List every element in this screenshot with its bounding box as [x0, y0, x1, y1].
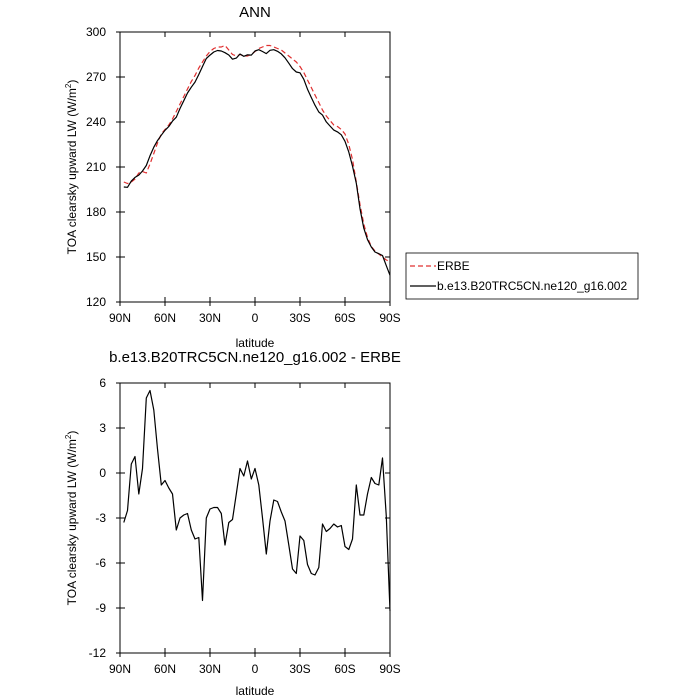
top-series-line-b-e13-b20trc5cn-ne120-g16-002 — [123, 49, 391, 276]
bottom-x-tick-label: 90S — [379, 662, 400, 676]
top-x-tick-label: 30N — [199, 311, 221, 325]
top-plot-frame — [119, 31, 391, 303]
bottom-y-tick-label: 3 — [99, 421, 106, 435]
bottom-y-tick-label: -9 — [95, 601, 106, 615]
top-y-tick-label: 150 — [86, 250, 106, 264]
top-y-tick-label: 300 — [86, 25, 106, 39]
top-x-axis-label: latitude — [236, 336, 275, 350]
bottom-y-tick-label: -3 — [95, 511, 106, 525]
legend-model-label: b.e13.B20TRC5CN.ne120_g16.002 — [437, 279, 627, 293]
legend: ERBE b.e13.B20TRC5CN.ne120_g16.002 — [405, 252, 639, 300]
bottom-plot-frame — [119, 382, 391, 654]
top-x-tick-label: 90S — [379, 311, 400, 325]
bottom-x-tick-label: 30N — [199, 662, 221, 676]
top-y-tick-label: 270 — [86, 70, 106, 84]
legend-box — [405, 252, 639, 300]
bottom-x-tick-label: 0 — [252, 662, 259, 676]
top-x-tick-label: 60N — [154, 311, 176, 325]
top-y-tick-label: 210 — [86, 160, 106, 174]
top-series-lines — [123, 44, 391, 276]
top-title: ANN — [239, 4, 271, 21]
bottom-x-tick-label: 60N — [154, 662, 176, 676]
top-y-tick-label: 180 — [86, 205, 106, 219]
bottom-x-tick-label: 30S — [289, 662, 310, 676]
legend-erbe-label: ERBE — [437, 259, 470, 273]
bottom-y-tick-label: 6 — [99, 376, 106, 390]
bottom-x-tick-label: 90N — [109, 662, 131, 676]
bottom-y-tick-label: -12 — [89, 646, 107, 660]
bottom-y-tick-label: -6 — [95, 556, 106, 570]
bottom-x-axis-label: latitude — [236, 684, 275, 698]
bottom-title: b.e13.B20TRC5CN.ne120_g16.002 - ERBE — [109, 349, 401, 366]
top-series-line-erbe — [123, 44, 391, 263]
bottom-x-tick-label: 60S — [334, 662, 355, 676]
top-x-tick-label: 0 — [252, 311, 259, 325]
bottom-panel: b.e13.B20TRC5CN.ne120_g16.002 - ERBE -12… — [64, 349, 401, 698]
bottom-series-line-0 — [123, 389, 391, 612]
top-y-tick-label: 240 — [86, 115, 106, 129]
top-y-axis-label: TOA clearsky upward LW (W/m2) — [64, 80, 79, 255]
top-x-ticks: 90N 60N 30N 0 30S 60S 90S — [109, 32, 401, 325]
top-x-tick-label: 30S — [289, 311, 310, 325]
bottom-x-ticks: 90N 60N 30N 0 30S 60S 90S — [109, 383, 401, 676]
bottom-y-tick-label: 0 — [99, 466, 106, 480]
top-x-tick-label: 90N — [109, 311, 131, 325]
top-y-tick-label: 120 — [86, 295, 106, 309]
bottom-series-lines — [123, 389, 391, 612]
top-x-tick-label: 60S — [334, 311, 355, 325]
top-panel: ANN 120 150 180 210 240 270 300 90N 60N 30N 0 30S 6… — [64, 4, 401, 350]
bottom-y-ticks: -12 -9 -6 -3 0 3 6 — [89, 376, 390, 660]
bottom-y-axis-label: TOA clearsky upward LW (W/m2) — [64, 431, 79, 606]
top-y-ticks: 120 150 180 210 240 270 300 — [86, 25, 390, 309]
